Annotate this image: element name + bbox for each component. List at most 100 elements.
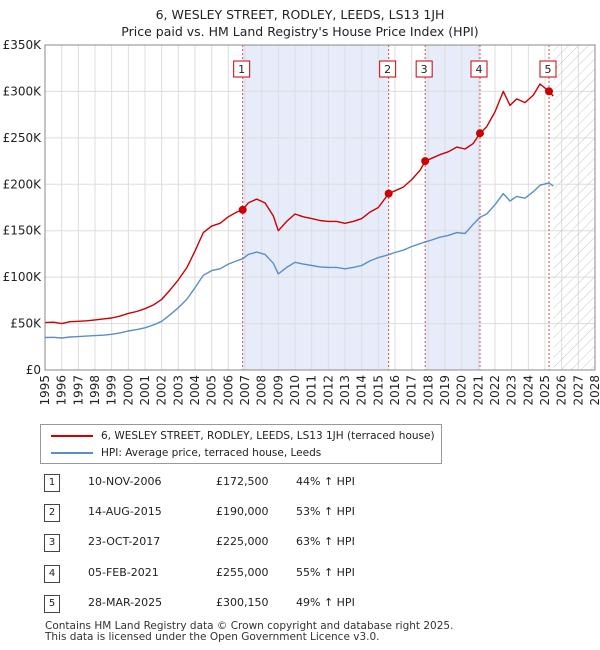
x-tick-label: 2008 xyxy=(255,375,269,406)
sale-row: 5 28-MAR-2025 £300,150 49% ↑ HPI xyxy=(40,593,560,613)
y-tick-label: £300K xyxy=(3,84,43,98)
sale-point xyxy=(384,189,393,198)
sale-point xyxy=(421,157,430,166)
x-tick-label: 2005 xyxy=(205,375,219,406)
legend-item-hpi: HPI: Average price, terraced house, Leed… xyxy=(51,445,321,461)
x-tick-label: 2000 xyxy=(121,375,135,406)
x-tick-label: 2015 xyxy=(371,375,385,406)
y-tick-label: £150K xyxy=(3,224,43,238)
sale-point xyxy=(545,87,553,96)
x-tick-label: 2018 xyxy=(421,375,435,406)
future-hatch-area xyxy=(553,45,595,370)
sale-hpi-change: 53% ↑ HPI xyxy=(296,505,355,518)
shaded-periods xyxy=(242,45,480,370)
sale-marker-number: 1 xyxy=(238,63,245,76)
property-series-line xyxy=(44,83,554,325)
footer-attribution: Contains HM Land Registry data © Crown c… xyxy=(45,621,453,643)
sale-date: 28-MAR-2025 xyxy=(88,596,163,609)
x-tick-label: 2023 xyxy=(505,375,519,406)
x-tick-label: 2017 xyxy=(405,375,419,406)
sale-marker-box xyxy=(470,60,488,78)
axes: £0 £50K £100K £150K £200K £250K £300K £350K 1995… xyxy=(3,38,600,406)
shaded-region xyxy=(425,45,480,370)
x-tick-label: 2024 xyxy=(521,375,535,406)
sale-marker-labels: 1 2 3 4 5 xyxy=(233,60,557,78)
sale-row: 2 14-AUG-2015 £190,000 53% ↑ HPI xyxy=(40,502,560,522)
sale-number-badge: 2 xyxy=(44,504,60,522)
chart-subtitle-text: Price paid vs. HM Land Registry's House … xyxy=(121,24,479,39)
y-tick-label: £0 xyxy=(26,363,41,377)
sale-marker-number: 2 xyxy=(384,63,391,76)
x-tick-label: 2004 xyxy=(188,375,202,406)
shaded-region xyxy=(242,45,389,370)
x-tick-label: 1995 xyxy=(38,375,52,406)
sale-marker-box xyxy=(233,60,251,78)
sale-number-badge: 1 xyxy=(44,474,60,492)
sale-number-badge: 5 xyxy=(44,595,60,613)
sale-row: 4 05-FEB-2021 £255,000 55% ↑ HPI xyxy=(40,563,560,583)
sale-marker-box xyxy=(539,60,557,78)
sale-hpi-change: 63% ↑ HPI xyxy=(296,535,355,548)
sale-marker-box xyxy=(415,60,433,78)
sale-marker-number: 4 xyxy=(476,63,483,76)
x-tick-label: 2019 xyxy=(438,375,452,406)
sale-row: 1 10-NOV-2006 £172,500 44% ↑ HPI xyxy=(40,472,560,492)
chart-title: 6, WESLEY STREET, RODLEY, LEEDS, LS13 1J… xyxy=(0,6,600,40)
plot-frame xyxy=(44,44,596,371)
y-tick-label: £250K xyxy=(3,131,43,145)
x-tick-label: 2001 xyxy=(138,375,152,406)
x-tick-label: 2020 xyxy=(455,375,469,406)
x-tick-label: 2002 xyxy=(155,375,169,406)
future-hatch xyxy=(553,45,595,370)
x-tick-label: 2010 xyxy=(288,375,302,406)
x-tick-label: 1997 xyxy=(71,375,85,406)
sale-price: £172,500 xyxy=(216,475,269,488)
sale-hpi-change: 49% ↑ HPI xyxy=(296,596,355,609)
legend-label-property: 6, WESLEY STREET, RODLEY, LEEDS, LS13 1J… xyxy=(101,430,435,442)
sale-marker-box xyxy=(379,60,397,78)
sale-point xyxy=(238,205,247,214)
sale-hpi-change: 44% ↑ HPI xyxy=(296,475,355,488)
chart-title-text: 6, WESLEY STREET, RODLEY, LEEDS, LS13 1J… xyxy=(155,7,445,22)
x-tick-label: 2016 xyxy=(388,375,402,406)
sale-date: 14-AUG-2015 xyxy=(88,505,162,518)
footer-line-1: Contains HM Land Registry data © Crown c… xyxy=(45,620,454,632)
price-chart: 1 2 3 4 5 £0 £50K £100K £150K £200K £250K £300K £35… xyxy=(3,38,600,406)
sale-price: £225,000 xyxy=(216,535,269,548)
x-tick-label: 2028 xyxy=(588,375,600,406)
sale-points xyxy=(238,87,553,214)
sale-marker-number: 3 xyxy=(421,63,428,76)
series-lines xyxy=(44,83,554,339)
x-tick-label: 2022 xyxy=(488,375,502,406)
sale-marker-number: 5 xyxy=(545,63,552,76)
sale-number-badge: 4 xyxy=(44,565,60,583)
x-tick-label: 1999 xyxy=(105,375,119,406)
x-tick-label: 2021 xyxy=(471,375,485,406)
sale-date: 05-FEB-2021 xyxy=(88,566,159,579)
legend-item-property: 6, WESLEY STREET, RODLEY, LEEDS, LS13 1J… xyxy=(51,428,435,444)
legend-swatch-property xyxy=(51,435,93,437)
sale-price: £255,000 xyxy=(216,566,269,579)
x-tick-label: 2013 xyxy=(338,375,352,406)
x-tick-label: 2027 xyxy=(571,375,585,406)
x-tick-label: 2014 xyxy=(355,375,369,406)
sale-price: £300,150 xyxy=(216,596,269,609)
x-tick-label: 2025 xyxy=(538,375,552,406)
sale-date: 10-NOV-2006 xyxy=(88,475,162,488)
hpi-series-line xyxy=(44,182,554,339)
x-tick-label: 2009 xyxy=(271,375,285,406)
y-tick-label: £100K xyxy=(3,270,43,284)
x-tick-label: 2012 xyxy=(321,375,335,406)
x-tick-label: 2007 xyxy=(238,375,252,406)
y-tick-label: £50K xyxy=(10,317,42,331)
x-tick-label: 1996 xyxy=(55,375,69,406)
legend: 6, WESLEY STREET, RODLEY, LEEDS, LS13 1J… xyxy=(40,424,442,464)
sale-point xyxy=(476,129,484,138)
y-tick-label: £350K xyxy=(3,38,43,52)
y-tick-label: £200K xyxy=(3,177,43,191)
x-tick-label: 1998 xyxy=(88,375,102,406)
sale-date: 23-OCT-2017 xyxy=(88,535,161,548)
legend-swatch-hpi xyxy=(51,452,93,454)
sale-price: £190,000 xyxy=(216,505,269,518)
legend-label-hpi: HPI: Average price, terraced house, Leed… xyxy=(101,447,322,459)
